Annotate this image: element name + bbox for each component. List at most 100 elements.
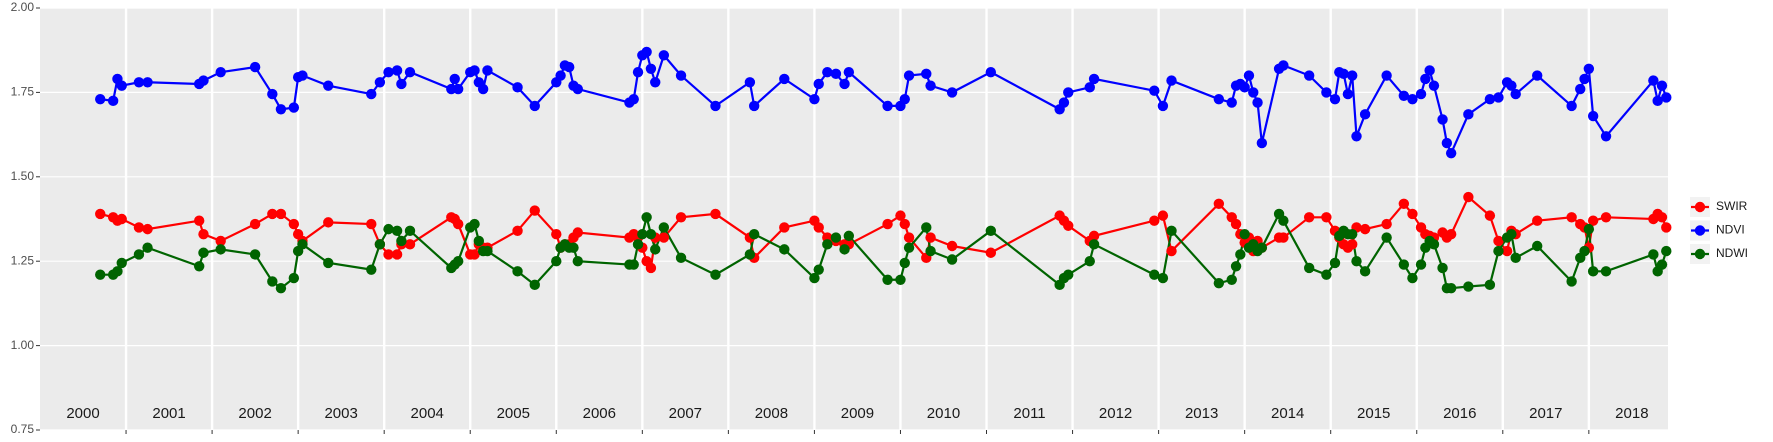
data-point <box>288 218 300 230</box>
data-point <box>675 212 687 223</box>
data-point <box>710 100 721 112</box>
data-point <box>628 259 639 270</box>
data-point <box>1256 242 1268 253</box>
data-point <box>1381 70 1392 81</box>
data-point <box>1252 97 1263 108</box>
data-point <box>529 205 540 216</box>
data-point <box>512 225 523 237</box>
data-point <box>529 279 540 291</box>
data-point <box>839 78 850 90</box>
data-point <box>1407 93 1418 105</box>
data-point <box>374 77 386 88</box>
data-point <box>1278 232 1289 243</box>
data-point <box>469 249 480 260</box>
year-label: 2003 <box>324 405 357 422</box>
data-point <box>469 218 480 230</box>
data-point <box>1445 228 1457 240</box>
data-point <box>404 239 416 250</box>
legend-label: NDWI <box>1716 246 1748 260</box>
data-point <box>641 212 652 223</box>
data-point <box>1445 147 1457 159</box>
data-point <box>839 244 850 255</box>
data-point <box>1579 73 1590 85</box>
data-point <box>563 61 575 73</box>
data-point <box>1600 266 1612 277</box>
data-point <box>1149 85 1160 96</box>
data-point <box>1226 97 1237 108</box>
year-label: 2004 <box>411 405 444 422</box>
data-point <box>628 93 639 105</box>
data-point <box>809 93 820 105</box>
data-point <box>985 225 997 237</box>
data-point <box>95 269 106 280</box>
data-point <box>1088 230 1100 242</box>
data-point <box>193 261 205 272</box>
data-point <box>1484 279 1496 291</box>
data-point <box>1213 198 1225 210</box>
data-point <box>675 252 687 264</box>
data-point <box>383 223 394 235</box>
data-point <box>1587 215 1599 226</box>
data-point <box>1166 75 1177 86</box>
data-point <box>1351 131 1362 142</box>
data-point <box>637 228 648 240</box>
y-tick-label: 1.00 <box>11 338 35 352</box>
data-point <box>482 65 493 76</box>
data-point <box>297 70 308 81</box>
legend-point <box>1694 225 1706 236</box>
y-tick-label: 2.00 <box>11 0 35 14</box>
data-point <box>1359 223 1371 235</box>
data-point <box>1648 75 1659 86</box>
data-point <box>1278 60 1289 71</box>
data-point <box>133 249 145 260</box>
legend-label: SWIR <box>1716 199 1748 213</box>
data-point <box>1230 261 1242 272</box>
data-point <box>1157 272 1169 284</box>
data-point <box>1398 90 1410 101</box>
data-point <box>1600 131 1612 142</box>
year-label: 2012 <box>1099 405 1132 422</box>
data-point <box>813 78 824 90</box>
legend-point <box>1694 248 1706 260</box>
data-point <box>946 254 958 265</box>
data-point <box>1321 269 1332 280</box>
data-point <box>1428 239 1440 250</box>
data-point <box>903 232 915 243</box>
data-point <box>1532 70 1543 81</box>
data-point <box>921 68 932 80</box>
data-point <box>843 230 855 242</box>
data-point <box>383 249 394 260</box>
data-point <box>899 257 910 269</box>
year-label: 2002 <box>238 405 271 422</box>
data-point <box>645 63 657 74</box>
data-point <box>249 61 261 73</box>
data-point <box>275 104 287 115</box>
y-tick-label: 1.75 <box>11 85 35 99</box>
data-point <box>1428 80 1440 91</box>
data-point <box>551 228 562 240</box>
data-point <box>512 82 523 93</box>
data-point <box>822 66 833 78</box>
data-point <box>899 218 910 230</box>
data-point <box>925 80 936 91</box>
legend-point <box>1694 201 1706 213</box>
data-point <box>1351 256 1362 267</box>
data-point <box>482 245 493 257</box>
data-point <box>1359 109 1371 120</box>
data-point <box>1359 266 1371 277</box>
data-point <box>1063 220 1074 231</box>
data-point <box>366 218 377 230</box>
data-point <box>391 225 403 237</box>
data-point <box>391 65 403 76</box>
data-point <box>925 245 936 257</box>
legend-label: NDVI <box>1716 223 1745 237</box>
data-point <box>813 264 824 275</box>
data-point <box>779 222 790 233</box>
data-point <box>133 222 145 233</box>
data-point <box>1303 262 1315 274</box>
data-point <box>1166 245 1177 257</box>
data-point <box>1437 262 1448 274</box>
data-point <box>142 242 153 253</box>
data-point <box>1149 215 1160 226</box>
